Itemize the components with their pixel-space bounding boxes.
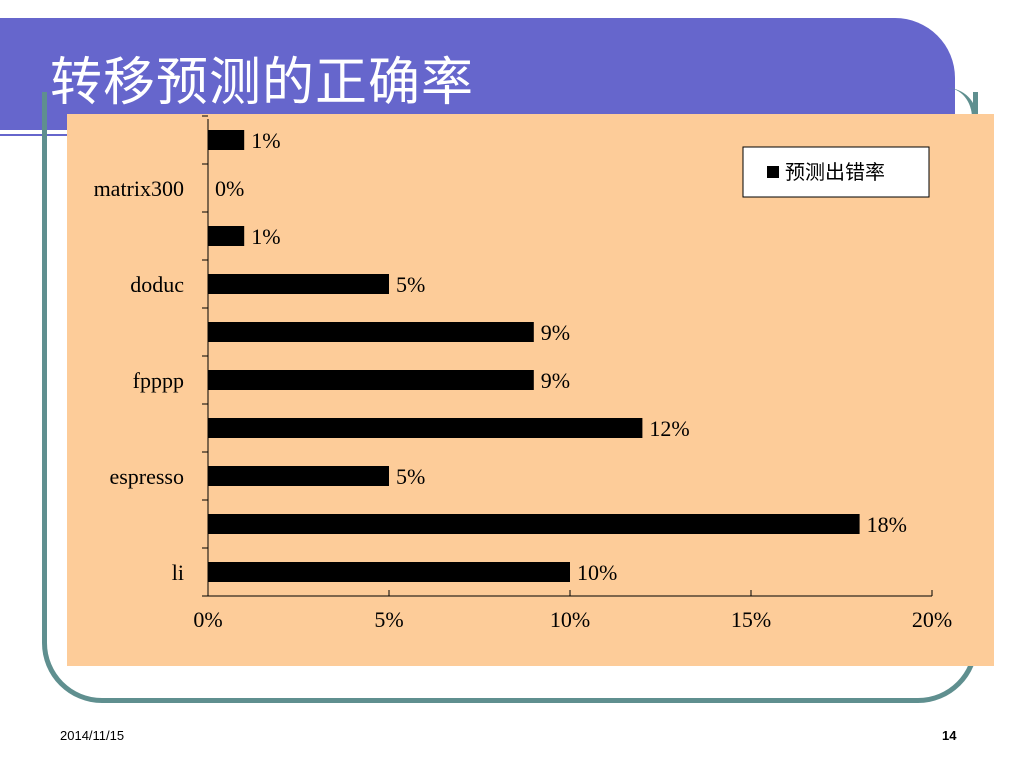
data-label: 5% <box>396 272 425 297</box>
slide-title: 转移预测的正确率 <box>50 53 475 113</box>
bar <box>208 370 534 390</box>
category-label: doduc <box>130 272 184 297</box>
bar <box>208 274 389 294</box>
data-label: 12% <box>649 416 689 441</box>
data-label: 0% <box>215 176 244 201</box>
x-tick-label: 15% <box>731 607 771 632</box>
data-label: 10% <box>577 560 617 585</box>
slide-frame-corner <box>940 88 977 128</box>
bar <box>208 562 570 582</box>
bar <box>208 514 860 534</box>
bar <box>208 466 389 486</box>
bar <box>208 322 534 342</box>
title-bar <box>0 18 955 130</box>
x-tick-label: 10% <box>550 607 590 632</box>
data-label: 1% <box>251 224 280 249</box>
x-tick-label: 20% <box>912 607 952 632</box>
legend-label: 预测出错率 <box>785 160 885 184</box>
chart-area: 0% 5% 10% 15% 20% 10% li 18% 5% espresso 12% 9% fppp… <box>67 114 994 666</box>
data-label: 5% <box>396 464 425 489</box>
data-label: 1% <box>251 128 280 153</box>
data-label: 18% <box>867 512 907 537</box>
footer-date: 2014/11/15 <box>60 728 125 743</box>
bar <box>208 226 245 246</box>
bar <box>208 418 643 438</box>
page-number: 14 <box>942 728 957 743</box>
category-label: fpppp <box>133 368 184 393</box>
bar <box>208 130 245 150</box>
legend-swatch <box>767 166 779 178</box>
title-underline <box>0 134 68 136</box>
category-label: espresso <box>109 464 184 489</box>
data-label: 9% <box>541 368 570 393</box>
bar-chart: 0% 5% 10% 15% 20% 10% li 18% 5% espresso 12% 9% fppp… <box>94 115 952 632</box>
data-label: 9% <box>541 320 570 345</box>
category-label: li <box>172 560 184 585</box>
category-label: matrix300 <box>94 176 184 201</box>
x-tick-label: 5% <box>374 607 403 632</box>
x-tick-label: 0% <box>193 607 222 632</box>
